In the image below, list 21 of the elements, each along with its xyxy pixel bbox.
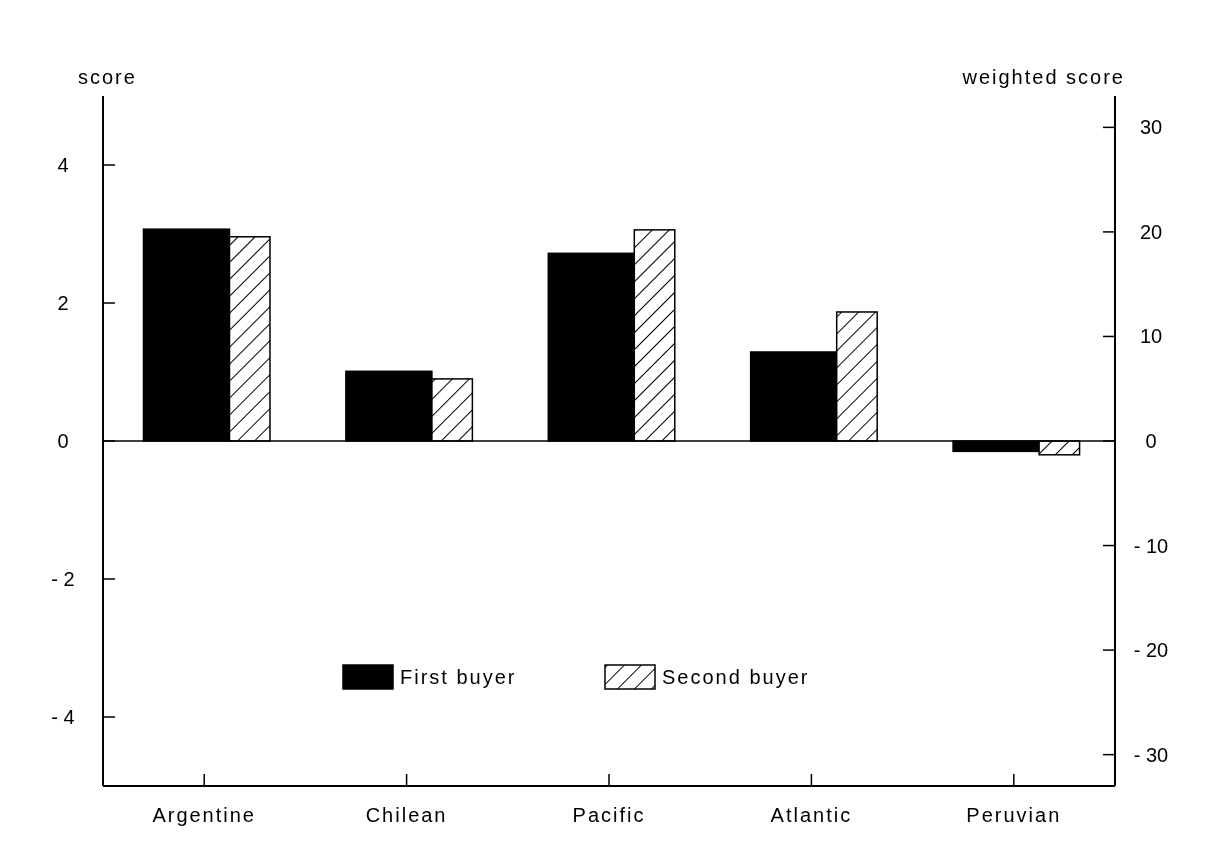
x-tick-label: Chilean — [365, 804, 448, 826]
y2-tick-label: 10 — [1139, 325, 1163, 348]
y2-tick-label: - 20 — [1133, 639, 1169, 662]
y-tick-label: 0 — [57, 430, 69, 452]
y2-tick-label: 20 — [1139, 220, 1163, 243]
y-tick-label: - 2 — [51, 568, 75, 590]
y2-axis-title: weighted score — [961, 66, 1125, 88]
y2-tick-label: - 30 — [1133, 743, 1169, 766]
x-tick-label: Atlantic — [770, 804, 853, 826]
x-tick-label: Argentine — [152, 804, 257, 826]
y2-tick-label: 30 — [1139, 116, 1163, 139]
legend-label: First buyer — [400, 666, 517, 688]
x-tick-label: Pacific — [572, 804, 646, 826]
y-tick-label: 4 — [57, 154, 69, 176]
y-tick-label: 2 — [57, 292, 69, 314]
x-tick-label: Peruvian — [966, 804, 1062, 826]
y2-tick-label: 0 — [1145, 430, 1157, 452]
y-tick-label: - 4 — [51, 706, 75, 728]
y2-tick-label: - 10 — [1133, 534, 1169, 557]
y-axis-title: score — [78, 66, 137, 88]
legend-label: Second buyer — [662, 666, 810, 688]
